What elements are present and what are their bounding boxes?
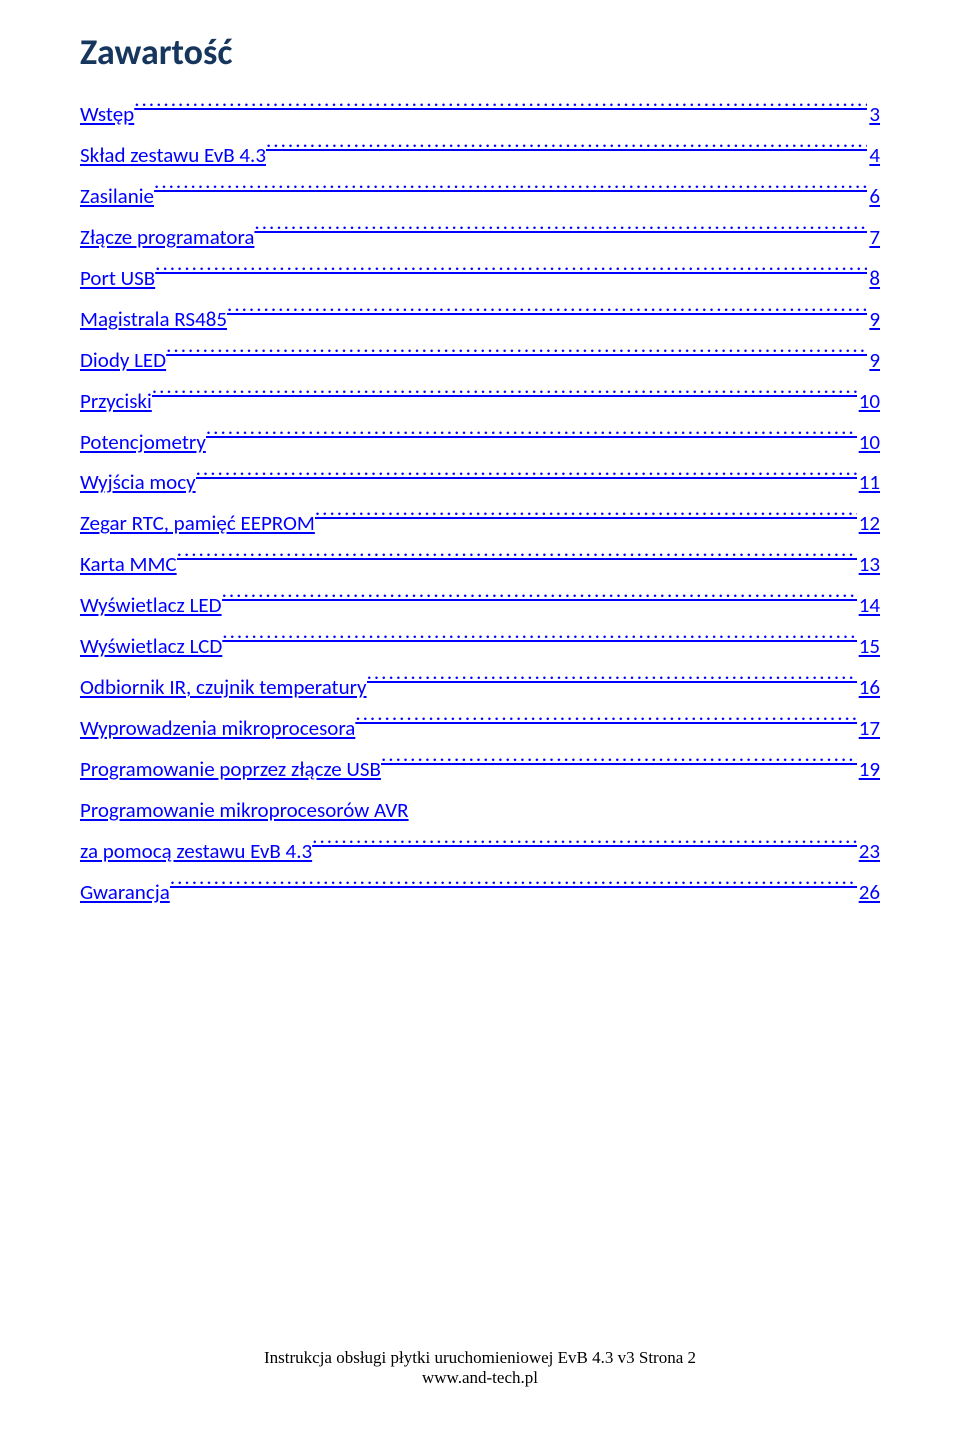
toc-page-number: 3 [867, 94, 880, 135]
toc-leader-dots [166, 345, 867, 367]
toc-page-number: 7 [867, 217, 880, 258]
toc-leader-dots [227, 304, 867, 326]
toc-leader-dots [177, 549, 857, 571]
toc-entry[interactable]: Programowanie poprzez złącze USB 19 [80, 749, 880, 790]
toc-leader-dots [196, 467, 857, 489]
toc-label: Odbiornik IR, czujnik temperatury [80, 667, 367, 708]
toc-leader-dots [315, 508, 857, 530]
toc-entry[interactable]: Przyciski 10 [80, 381, 880, 422]
table-of-contents: Wstęp3Skład zestawu EvB 4.34Zasilanie6Zł… [80, 94, 880, 913]
toc-label: Wyświetlacz LED [80, 585, 222, 626]
toc-page-number: 26 [857, 872, 880, 913]
toc-label: Wyjścia mocy [80, 462, 196, 503]
toc-label: Karta MMC [80, 544, 177, 585]
toc-entry[interactable]: Odbiornik IR, czujnik temperatury 16 [80, 667, 880, 708]
toc-leader-dots [206, 427, 857, 449]
toc-leader-dots [222, 631, 856, 653]
toc-page-number: 10 [857, 381, 880, 422]
toc-page-number: 17 [857, 708, 880, 749]
toc-leader-dots [254, 222, 867, 244]
toc-label: Wyświetlacz LCD [80, 626, 222, 667]
toc-label: Wstęp [80, 94, 134, 135]
toc-entry[interactable]: Gwarancja 26 [80, 872, 880, 913]
toc-entry[interactable]: Wyświetlacz LCD 15 [80, 626, 880, 667]
toc-entry[interactable]: Wyświetlacz LED 14 [80, 585, 880, 626]
toc-leader-dots [154, 181, 867, 203]
toc-page-number: 15 [857, 626, 880, 667]
toc-entry[interactable]: Potencjometry 10 [80, 422, 880, 463]
toc-leader-dots [266, 140, 867, 162]
toc-leader-dots [355, 713, 856, 735]
toc-entry[interactable]: Złącze programatora 7 [80, 217, 880, 258]
toc-page-number: 9 [867, 299, 880, 340]
toc-leader-dots [170, 877, 857, 899]
toc-page-number: 13 [857, 544, 880, 585]
toc-entry[interactable]: Wstęp 3 [80, 94, 880, 135]
toc-leader-dots [222, 590, 857, 612]
toc-label: za pomocą zestawu EvB 4.3 [80, 831, 312, 872]
toc-entry[interactable]: Skład zestawu EvB 4.3 4 [80, 135, 880, 176]
toc-label: Port USB [80, 258, 155, 299]
toc-label: Gwarancja [80, 872, 170, 913]
toc-page-number: 4 [867, 135, 880, 176]
toc-label: Zegar RTC, pamięć EEPROM [80, 503, 315, 544]
toc-heading: Zawartość [80, 30, 880, 74]
toc-entry[interactable]: Karta MMC 13 [80, 544, 880, 585]
toc-label: Złącze programatora [80, 217, 254, 258]
footer-line-1: Instrukcja obsługi płytki uruchomieniowe… [0, 1348, 960, 1368]
document-page: Zawartość Wstęp3Skład zestawu EvB 4.34Za… [0, 0, 960, 1443]
toc-page-number: 10 [857, 422, 880, 463]
toc-entry[interactable]: Magistrala RS485 9 [80, 299, 880, 340]
toc-label: Potencjometry [80, 422, 206, 463]
toc-page-number: 6 [867, 176, 880, 217]
footer-text: Instrukcja obsługi płytki uruchomieniowe… [264, 1348, 688, 1367]
toc-leader-dots [367, 672, 857, 694]
toc-entry[interactable]: Programowanie mikroprocesorów AVR za pomo… [80, 790, 880, 872]
toc-entry[interactable]: Port USB 8 [80, 258, 880, 299]
toc-entry[interactable]: Diody LED 9 [80, 340, 880, 381]
toc-label: Programowanie mikroprocesorów AVR [80, 797, 409, 823]
toc-entry[interactable]: Wyjścia mocy 11 [80, 462, 880, 503]
toc-entry[interactable]: Zegar RTC, pamięć EEPROM 12 [80, 503, 880, 544]
toc-page-number: 8 [867, 258, 880, 299]
footer-line-2: www.and-tech.pl [0, 1368, 960, 1388]
toc-leader-dots [152, 386, 857, 408]
toc-leader-dots [155, 263, 867, 285]
toc-entry[interactable]: Zasilanie 6 [80, 176, 880, 217]
toc-page-number: 19 [857, 749, 880, 790]
toc-label: Diody LED [80, 340, 166, 381]
toc-page-number: 16 [857, 667, 880, 708]
toc-page-number: 14 [857, 585, 880, 626]
toc-label: Zasilanie [80, 176, 154, 217]
footer-page-number: 2 [688, 1348, 697, 1367]
toc-leader-dots [312, 836, 857, 858]
toc-leader-dots [134, 99, 867, 121]
toc-label: Wyprowadzenia mikroprocesora [80, 708, 355, 749]
toc-entry[interactable]: Wyprowadzenia mikroprocesora 17 [80, 708, 880, 749]
toc-page-number: 11 [857, 462, 880, 503]
page-footer: Instrukcja obsługi płytki uruchomieniowe… [0, 1348, 960, 1388]
toc-page-number: 23 [857, 831, 880, 872]
toc-leader-dots [381, 754, 857, 776]
toc-label: Przyciski [80, 381, 152, 422]
toc-page-number: 12 [857, 503, 880, 544]
toc-page-number: 9 [867, 340, 880, 381]
toc-label: Magistrala RS485 [80, 299, 227, 340]
toc-label: Skład zestawu EvB 4.3 [80, 135, 266, 176]
toc-label: Programowanie poprzez złącze USB [80, 749, 381, 790]
